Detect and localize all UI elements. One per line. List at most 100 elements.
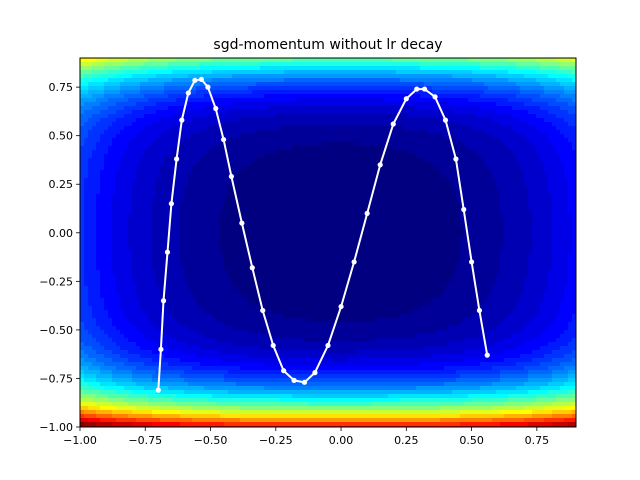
contour-cell (376, 90, 381, 95)
contour-cell (156, 106, 161, 111)
contour-cell (264, 150, 269, 155)
contour-cell (112, 110, 117, 115)
contour-cell (100, 62, 105, 67)
contour-cell (268, 98, 273, 103)
contour-cell (84, 58, 89, 63)
contour-cell (212, 202, 217, 207)
contour-cell (184, 118, 189, 123)
contour-cell (196, 206, 201, 211)
contour-cell (420, 94, 425, 99)
contour-cell (484, 170, 489, 175)
contour-cell (332, 210, 337, 215)
contour-cell (188, 190, 193, 195)
contour-cell (288, 106, 293, 111)
contour-cell (392, 62, 397, 67)
contour-cell (104, 134, 109, 139)
contour-cell (140, 94, 145, 99)
contour-cell (408, 74, 413, 79)
contour-cell (452, 98, 457, 103)
contour-cell (276, 162, 281, 167)
contour-cell (528, 62, 533, 67)
contour-cell (452, 82, 457, 87)
contour-cell (480, 118, 485, 123)
contour-cell (296, 70, 301, 75)
contour-cell (400, 138, 405, 143)
contour-cell (372, 118, 377, 123)
contour-cell (452, 110, 457, 115)
contour-cell (564, 194, 569, 199)
contour-cell (304, 126, 309, 131)
contour-cell (180, 146, 185, 151)
contour-cell (336, 98, 341, 103)
contour-cell (500, 114, 505, 119)
contour-cell (176, 182, 181, 187)
contour-cell (152, 142, 157, 147)
contour-cell (120, 74, 125, 79)
contour-cell (212, 146, 217, 151)
contour-cell (348, 154, 353, 159)
contour-cell (384, 158, 389, 163)
contour-cell (512, 66, 517, 71)
contour-cell (508, 142, 513, 147)
contour-cell (140, 62, 145, 67)
contour-cell (520, 206, 525, 211)
contour-cell (520, 210, 525, 215)
contour-cell (192, 62, 197, 67)
contour-cell (472, 214, 477, 219)
contour-cell (92, 70, 97, 75)
contour-cell (468, 178, 473, 183)
contour-cell (416, 106, 421, 111)
contour-cell (364, 186, 369, 191)
contour-cell (432, 202, 437, 207)
contour-cell (540, 206, 545, 211)
contour-cell (84, 130, 89, 135)
contour-cell (416, 102, 421, 107)
contour-cell (120, 194, 125, 199)
contour-cell (564, 122, 569, 127)
contour-cell (252, 198, 257, 203)
contour-cell (456, 134, 461, 139)
contour-cell (324, 166, 329, 171)
contour-cell (228, 118, 233, 123)
contour-cell (400, 58, 405, 63)
contour-cell (208, 214, 213, 219)
contour-cell (364, 166, 369, 171)
contour-cell (124, 106, 129, 111)
contour-cell (116, 98, 121, 103)
contour-cell (212, 190, 217, 195)
contour-cell (452, 166, 457, 171)
contour-cell (112, 130, 117, 135)
contour-cell (144, 58, 149, 63)
contour-cell (324, 86, 329, 91)
contour-cell (484, 182, 489, 187)
contour-cell (256, 102, 261, 107)
contour-cell (552, 98, 557, 103)
contour-cell (212, 194, 217, 199)
contour-cell (520, 130, 525, 135)
contour-cell (520, 190, 525, 195)
contour-cell (548, 110, 553, 115)
contour-cell (368, 186, 373, 191)
contour-cell (128, 206, 133, 211)
contour-cell (532, 198, 537, 203)
contour-cell (172, 86, 177, 91)
contour-cell (116, 130, 121, 135)
contour-cell (396, 130, 401, 135)
contour-cell (544, 214, 549, 219)
contour-cell (380, 98, 385, 103)
contour-cell (124, 118, 129, 123)
contour-cell (84, 122, 89, 127)
contour-cell (500, 110, 505, 115)
contour-cell (212, 174, 217, 179)
contour-cell (452, 58, 457, 63)
contour-cell (496, 186, 501, 191)
contour-cell (196, 186, 201, 191)
contour-cell (312, 162, 317, 167)
contour-cell (236, 122, 241, 127)
contour-cell (480, 142, 485, 147)
contour-cell (552, 182, 557, 187)
contour-cell (208, 130, 213, 135)
contour-cell (112, 122, 117, 127)
contour-cell (428, 62, 433, 67)
contour-cell (352, 194, 357, 199)
